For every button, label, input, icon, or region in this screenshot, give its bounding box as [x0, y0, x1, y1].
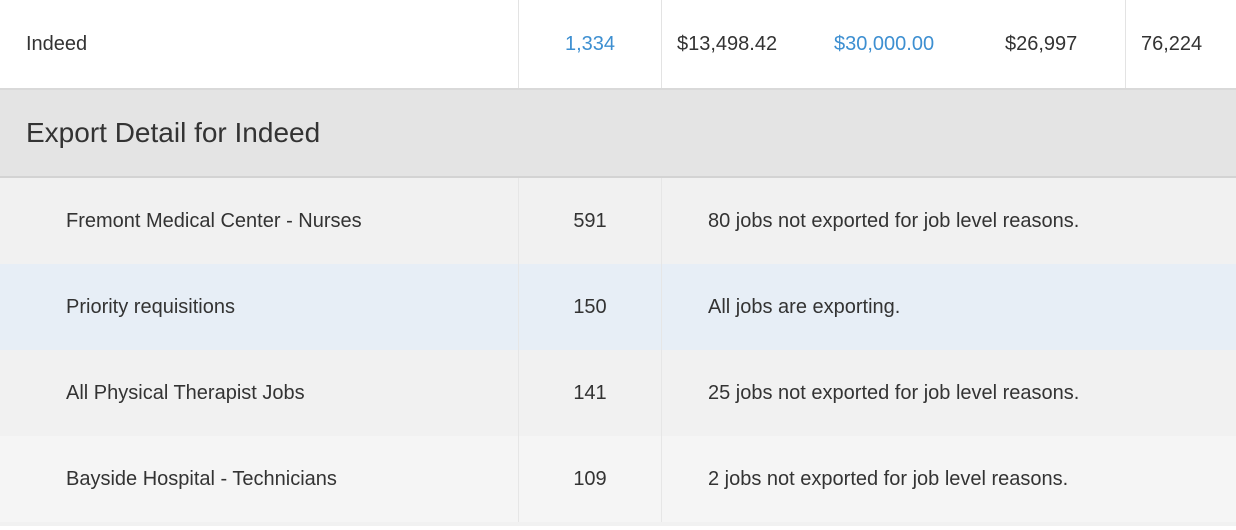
- campaign-name: Fremont Medical Center - Nurses: [66, 209, 362, 232]
- column-divider: [661, 0, 662, 88]
- export-detail-list: Fremont Medical Center - Nurses 591 80 j…: [0, 178, 1236, 526]
- column-divider: [518, 350, 519, 436]
- source-name: Indeed: [26, 32, 88, 55]
- jobs-count-link[interactable]: 1,334: [564, 32, 616, 55]
- campaign-job-count: 109: [573, 467, 607, 490]
- summary-row-indeed[interactable]: Indeed 1,334 $13,498.42 $30,000.00 $26,9…: [0, 0, 1236, 90]
- clicks-value: 76,224: [1141, 32, 1203, 55]
- column-divider: [1125, 0, 1126, 88]
- export-detail-header: Export Detail for Indeed: [0, 90, 1236, 178]
- column-divider: [518, 436, 519, 522]
- export-status-text: All jobs are exporting.: [708, 295, 901, 318]
- spend-value: $13,498.42: [677, 32, 778, 55]
- export-status-text: 25 jobs not exported for job level reaso…: [708, 381, 1080, 404]
- projected-value: $26,997: [1005, 32, 1078, 55]
- list-item[interactable]: All Physical Therapist Jobs 141 25 jobs …: [0, 350, 1236, 436]
- export-status-text: 80 jobs not exported for job level reaso…: [708, 209, 1080, 232]
- export-status-text: 2 jobs not exported for job level reason…: [708, 467, 1069, 490]
- campaign-name: Bayside Hospital - Technicians: [66, 467, 337, 490]
- column-divider: [518, 178, 519, 264]
- campaign-job-count: 150: [573, 295, 607, 318]
- budget-link[interactable]: $30,000.00: [834, 32, 935, 55]
- export-detail-title: Export Detail for Indeed: [26, 117, 321, 148]
- list-item[interactable]: Priority requisitions 150 All jobs are e…: [0, 264, 1236, 350]
- list-item[interactable]: Bayside Hospital - Technicians 109 2 job…: [0, 436, 1236, 522]
- column-divider: [661, 178, 662, 264]
- campaign-job-count: 141: [573, 381, 607, 404]
- campaign-name: Priority requisitions: [66, 295, 235, 318]
- column-divider: [518, 264, 519, 350]
- column-divider: [661, 264, 662, 350]
- column-divider: [518, 0, 519, 88]
- list-bottom-edge: [0, 522, 1236, 526]
- campaign-name: All Physical Therapist Jobs: [66, 381, 305, 404]
- campaign-job-count: 591: [573, 209, 607, 232]
- column-divider: [661, 436, 662, 522]
- list-item[interactable]: Fremont Medical Center - Nurses 591 80 j…: [0, 178, 1236, 264]
- column-divider: [661, 350, 662, 436]
